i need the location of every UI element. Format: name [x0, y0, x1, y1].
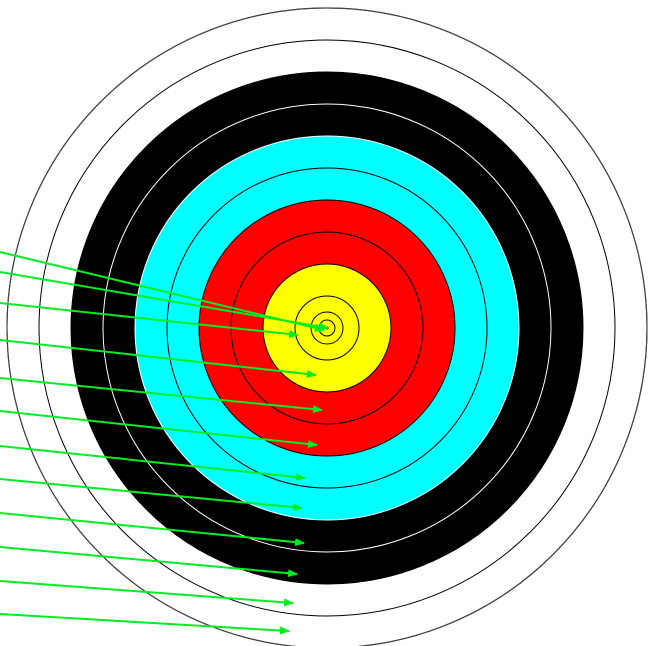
pointer-arrow-8	[0, 512, 305, 547]
pointer-arrow-7	[0, 478, 303, 512]
pointer-arrow-6	[0, 445, 306, 482]
pointer-arrow-9	[0, 546, 298, 578]
ring-line-2	[38, 39, 616, 617]
ring-line-inner-ten	[310, 311, 344, 345]
target-boundary	[6, 7, 648, 646]
pointer-arrow-2	[0, 302, 299, 339]
ring-line-10	[294, 295, 360, 361]
ring-line-5	[134, 135, 520, 521]
ring-line-4	[102, 103, 552, 553]
pointer-arrow-4	[0, 377, 323, 414]
ring-line-6	[166, 167, 488, 489]
pointer-arrows	[0, 251, 329, 635]
ring-line-9	[262, 263, 392, 393]
ring-line-3	[70, 71, 584, 585]
pointer-arrow-5	[0, 410, 318, 449]
pointer-arrow-10	[0, 580, 294, 607]
pointer-arrow-3	[0, 339, 317, 378]
pointer-arrow-12	[0, 251, 325, 332]
ring-line-7	[198, 199, 456, 457]
pointer-arrow-11	[0, 613, 290, 635]
